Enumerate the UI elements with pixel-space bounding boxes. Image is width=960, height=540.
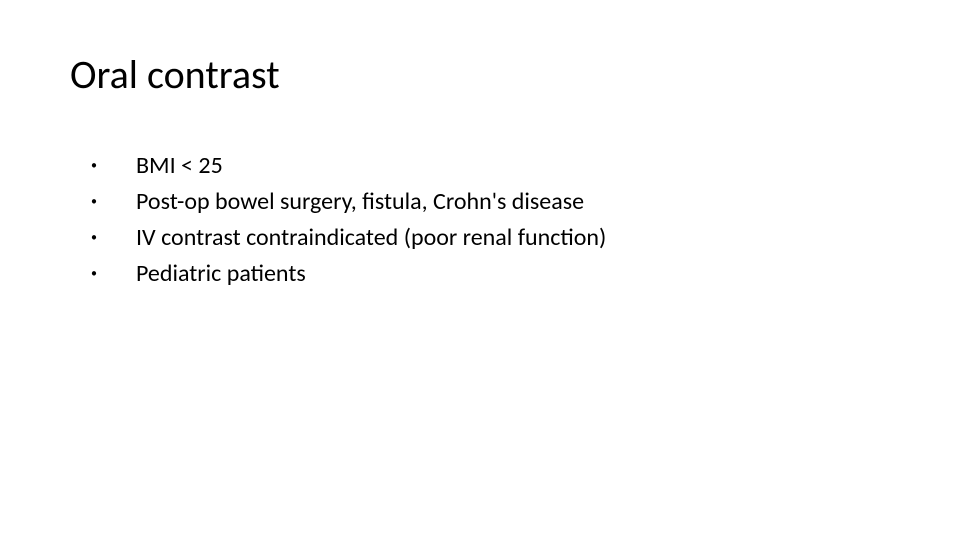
bullet-icon: • xyxy=(85,186,136,218)
bullet-text: IV contrast contraindicated (poor renal … xyxy=(136,222,606,254)
bullet-icon: • xyxy=(85,150,136,182)
bullet-list: • BMI < 25 • Post-op bowel surgery, fist… xyxy=(85,150,880,294)
list-item: • Pediatric patients xyxy=(85,258,880,290)
bullet-text: BMI < 25 xyxy=(136,150,223,182)
slide: Oral contrast • BMI < 25 • Post-op bowel… xyxy=(0,0,960,540)
bullet-text: Post-op bowel surgery, fistula, Crohn's … xyxy=(136,186,584,218)
list-item: • BMI < 25 xyxy=(85,150,880,182)
bullet-icon: • xyxy=(85,258,136,290)
list-item: • IV contrast contraindicated (poor rena… xyxy=(85,222,880,254)
list-item: • Post-op bowel surgery, fistula, Crohn'… xyxy=(85,186,880,218)
slide-title: Oral contrast xyxy=(70,50,280,99)
bullet-text: Pediatric patients xyxy=(136,258,306,290)
bullet-icon: • xyxy=(85,222,136,254)
